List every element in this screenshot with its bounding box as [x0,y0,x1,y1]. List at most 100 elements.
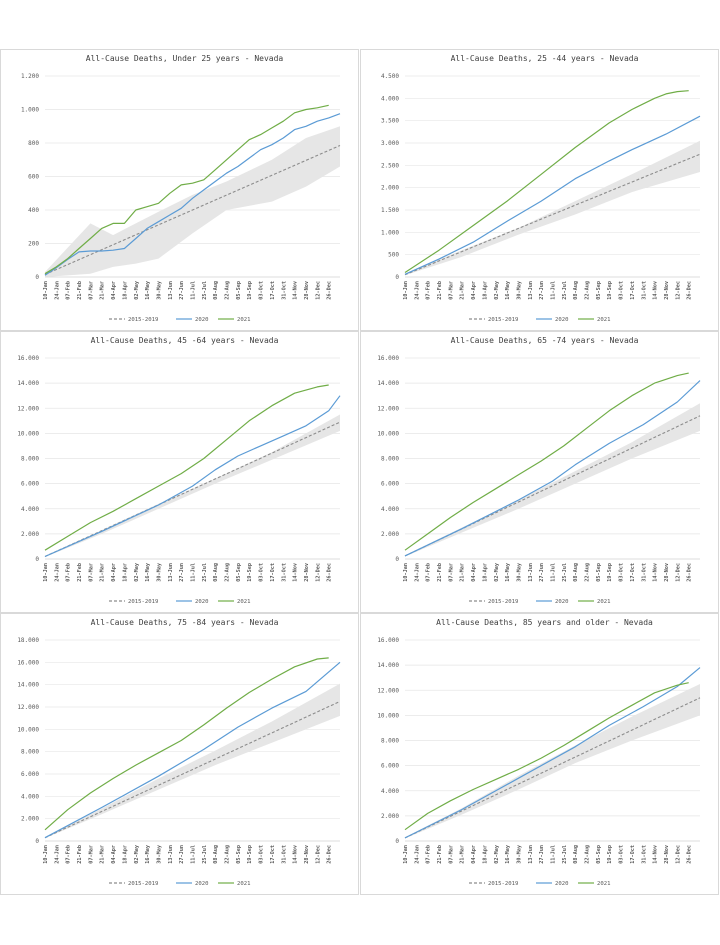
y-tick-label: 6.000 [21,771,39,778]
x-tick-label: 11-Jul [551,281,557,300]
x-tick-label: 21-Mar [100,563,106,582]
y-tick-label: 12.000 [377,405,399,412]
x-tick-label: 05-Sep [596,563,602,582]
chart-panel-3: All-Cause Deaths, 45 -64 years - Nevada 0… [0,331,359,613]
x-tick-label: 10-Jan [43,281,49,300]
y-tick-label: 14.000 [377,662,399,669]
x-tick-label: 17-Oct [630,563,636,582]
x-tick-label: 28-Nov [664,281,670,300]
x-tick-label: 31-Oct [641,281,647,300]
y-tick-label: 16.000 [377,637,399,644]
legend-label-y2021: 2021 [237,599,250,605]
chart-title: All-Cause Deaths, Under 25 years - Nevad… [86,54,284,63]
x-tick-label: 02-May [494,563,500,582]
x-tick-label: 02-May [494,281,500,300]
x-tick-label: 08-Aug [573,845,579,864]
x-tick-label: 11-Jul [551,845,557,864]
y-tick-label: 500 [388,252,399,259]
x-tick-label: 24-Jan [54,845,60,864]
x-tick-label: 31-Oct [281,281,287,300]
y-tick-label: 0 [35,838,39,845]
x-tick-label: 22-Aug [225,845,231,864]
y-tick-label: 12.000 [377,687,399,694]
y-tick-label: 0 [395,274,399,281]
x-tick-label: 27-Jun [539,563,545,582]
x-tick-label: 13-Jun [528,845,534,864]
series-2021-line [404,90,689,274]
y-tick-label: 4.000 [381,788,399,795]
x-tick-label: 13-Jun [168,845,174,864]
x-tick-label: 16-May [505,563,511,582]
y-tick-label: 10.000 [377,430,399,437]
y-tick-label: 200 [28,241,39,248]
x-tick-label: 04-Apr [111,281,117,300]
chart-svg: All-Cause Deaths, 45 -64 years - Nevada 0… [17,336,341,605]
x-tick-label: 22-Aug [225,281,231,300]
y-tick-label: 8.000 [381,456,399,463]
x-tick-label: 07-Mar [448,563,454,582]
x-tick-label: 05-Sep [236,845,242,864]
chart-legend: 2015-2019 2020 2021 [469,881,610,887]
x-tick-label: 13-Jun [168,563,174,582]
x-tick-label: 05-Sep [596,845,602,864]
x-tick-label: 17-Oct [270,845,276,864]
y-tick-label: 10.000 [17,726,39,733]
chart-legend: 2015-2019 2020 2021 [109,317,250,323]
chart-title: All-Cause Deaths, 25 -44 years - Nevada [451,54,639,63]
legend-label-y2020: 2020 [555,599,568,605]
x-tick-label: 21-Feb [437,563,443,582]
chart-title: All-Cause Deaths, 75 -84 years - Nevada [91,618,279,627]
x-tick-label: 14-Nov [653,845,659,864]
x-tick-label: 11-Jul [191,281,197,300]
x-tick-label: 30-May [157,563,163,582]
y-tick-label: 0 [35,556,39,563]
x-tick-label: 10-Jan [403,563,409,582]
x-tick-label: 07-Feb [426,845,432,864]
x-tick-label: 31-Oct [641,845,647,864]
y-tick-label: 4.000 [381,95,399,102]
y-tick-label: 18.000 [17,637,39,644]
x-tick-label: 21-Feb [77,281,83,300]
y-tick-label: 800 [28,140,39,147]
x-tick-label: 27-Jun [179,281,185,300]
x-tick-label: 07-Feb [426,281,432,300]
y-tick-label: 16.000 [17,355,39,362]
y-tick-label: 12.000 [17,704,39,711]
legend-label-y2020: 2020 [195,317,208,323]
x-tick-label: 19-Sep [247,845,253,864]
x-tick-label: 16-May [505,845,511,864]
x-tick-label: 16-May [145,563,151,582]
chart-title: All-Cause Deaths, 65 -74 years - Nevada [451,336,639,345]
legend-label-y2020: 2020 [195,599,208,605]
x-tick-label: 12-Dec [675,563,681,582]
legend-label-baseline: 2015-2019 [488,599,518,605]
x-tick-label: 19-Sep [247,563,253,582]
chart-panel-1: All-Cause Deaths, Under 25 years - Nevad… [0,49,359,331]
x-tick-label: 27-Jun [539,281,545,300]
x-tick-label: 18-Apr [122,281,128,300]
x-tick-label: 18-Apr [482,845,488,864]
x-tick-label: 26-Dec [687,845,693,864]
legend-label-y2021: 2021 [597,599,610,605]
chart-title: All-Cause Deaths, 85 years and older - N… [436,618,653,627]
x-tick-label: 21-Mar [460,281,466,300]
x-tick-label: 16-May [145,281,151,300]
x-tick-label: 04-Apr [471,281,477,300]
x-tick-label: 25-Jul [562,845,568,864]
chart-panel-2: All-Cause Deaths, 25 -44 years - Nevada 0… [360,49,719,331]
y-tick-label: 2.000 [21,816,39,823]
x-tick-label: 02-May [494,845,500,864]
x-tick-label: 13-Jun [168,281,174,300]
x-tick-label: 14-Nov [653,563,659,582]
x-tick-label: 07-Feb [66,281,72,300]
chart-legend: 2015-2019 2020 2021 [109,881,250,887]
y-tick-label: 3.000 [381,140,399,147]
x-tick-label: 22-Aug [585,281,591,300]
y-tick-label: 2.000 [381,813,399,820]
x-tick-label: 18-Apr [482,281,488,300]
x-tick-label: 18-Apr [482,563,488,582]
x-tick-label: 07-Mar [88,845,94,864]
y-tick-label: 8.000 [21,749,39,756]
legend-label-y2021: 2021 [237,881,250,887]
x-tick-label: 07-Feb [66,563,72,582]
